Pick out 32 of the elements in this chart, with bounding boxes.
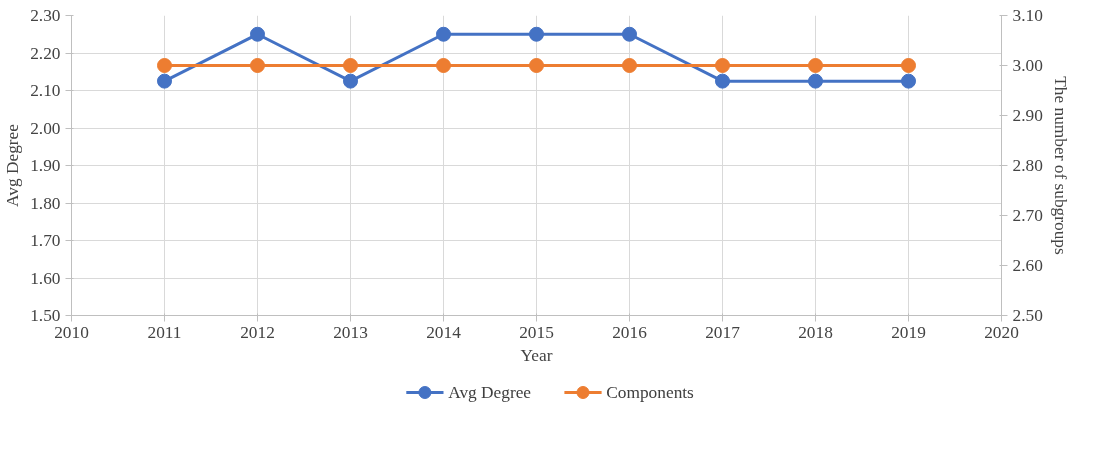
x-tick-label: 2010 bbox=[54, 322, 89, 342]
y2-tick-label: 2.50 bbox=[1012, 306, 1043, 325]
x-tick-label: 2016 bbox=[612, 322, 648, 342]
y2-tick-label: 2.70 bbox=[1012, 206, 1043, 225]
x-tick-label: 2013 bbox=[333, 322, 368, 342]
x-tick-label: 2014 bbox=[426, 322, 462, 342]
y-tick-label: 1.50 bbox=[30, 306, 61, 325]
y-tick-label: 1.80 bbox=[30, 193, 61, 213]
y2-axis-title: The number of subgroups bbox=[1050, 76, 1070, 256]
legend-label: Components bbox=[606, 383, 695, 402]
x-axis-title: Year bbox=[520, 345, 553, 365]
x-tick-label: 2018 bbox=[798, 322, 833, 342]
x-tick-label: 2019 bbox=[891, 322, 926, 342]
x-tick-label: 2012 bbox=[240, 322, 275, 342]
y2-tick-label: 2.80 bbox=[1012, 156, 1043, 175]
x-tick-label: 2020 bbox=[984, 322, 1019, 342]
y-tick-label: 2.20 bbox=[30, 43, 61, 63]
x-tick-label: 2011 bbox=[147, 322, 182, 342]
y2-tick-label: 2.90 bbox=[1012, 106, 1043, 125]
x-tick-label: 2017 bbox=[705, 322, 741, 342]
y2-tick-label: 3.00 bbox=[1012, 56, 1043, 75]
y-tick-label: 1.60 bbox=[30, 268, 61, 288]
x-tick-label: 2015 bbox=[519, 322, 554, 342]
y-tick-label: 2.30 bbox=[30, 6, 61, 25]
y2-tick-label: 3.10 bbox=[1012, 6, 1043, 25]
y2-tick-label: 2.60 bbox=[1012, 256, 1043, 275]
legend-label: Avg Degree bbox=[448, 383, 532, 402]
y-tick-label: 1.70 bbox=[30, 231, 61, 250]
y-axis-title: Avg Degree bbox=[3, 123, 23, 207]
y-tick-label: 1.90 bbox=[30, 156, 61, 175]
y-tick-label: 2.10 bbox=[30, 81, 61, 100]
y-tick-label: 2.00 bbox=[30, 118, 61, 138]
